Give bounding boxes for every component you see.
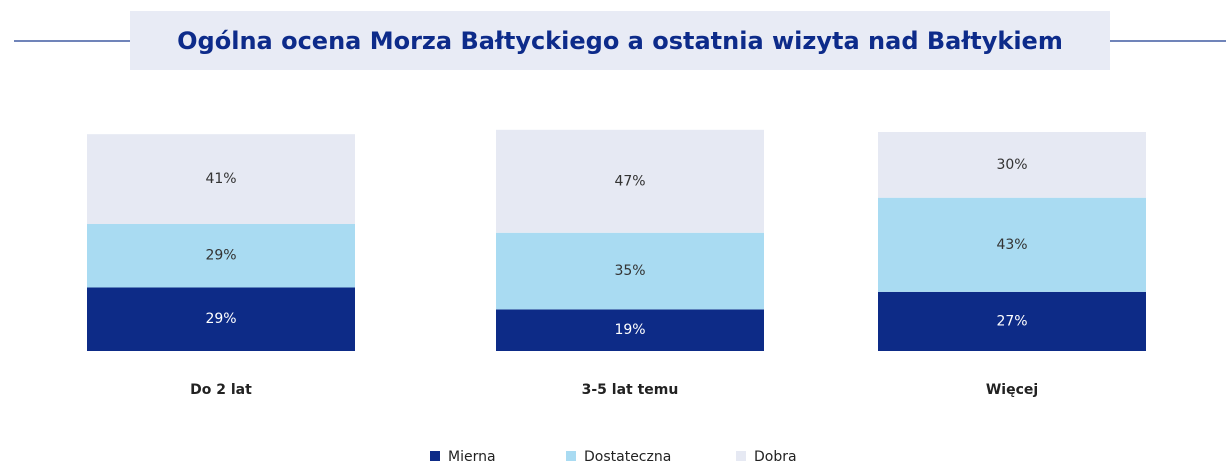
x-tick-label: Więcej	[986, 382, 1038, 398]
chart-title: Ogólna ocena Morza Bałtyckiego a ostatni…	[177, 27, 1063, 55]
data-label: 29%	[205, 311, 236, 327]
legend-swatch	[566, 451, 576, 461]
page: Ogólna ocena Morza Bałtyckiego a ostatni…	[0, 0, 1226, 465]
legend-label: Dostateczna	[584, 449, 671, 465]
data-label: 29%	[205, 248, 236, 264]
data-label: 35%	[614, 263, 645, 279]
x-tick-label: 3-5 lat temu	[582, 382, 679, 398]
legend-swatch	[736, 451, 746, 461]
legend-label: Dobra	[754, 449, 797, 465]
data-label: 30%	[996, 157, 1027, 173]
legend-swatch	[430, 451, 440, 461]
x-tick-label: Do 2 lat	[190, 382, 252, 398]
data-label: 47%	[614, 173, 645, 189]
data-label: 27%	[996, 313, 1027, 329]
data-label: 41%	[205, 171, 236, 187]
data-label: 43%	[996, 237, 1027, 253]
data-label: 19%	[614, 322, 645, 338]
chart: Ogólna ocena Morza Bałtyckiego a ostatni…	[0, 0, 1226, 465]
legend-label: Mierna	[448, 449, 496, 465]
